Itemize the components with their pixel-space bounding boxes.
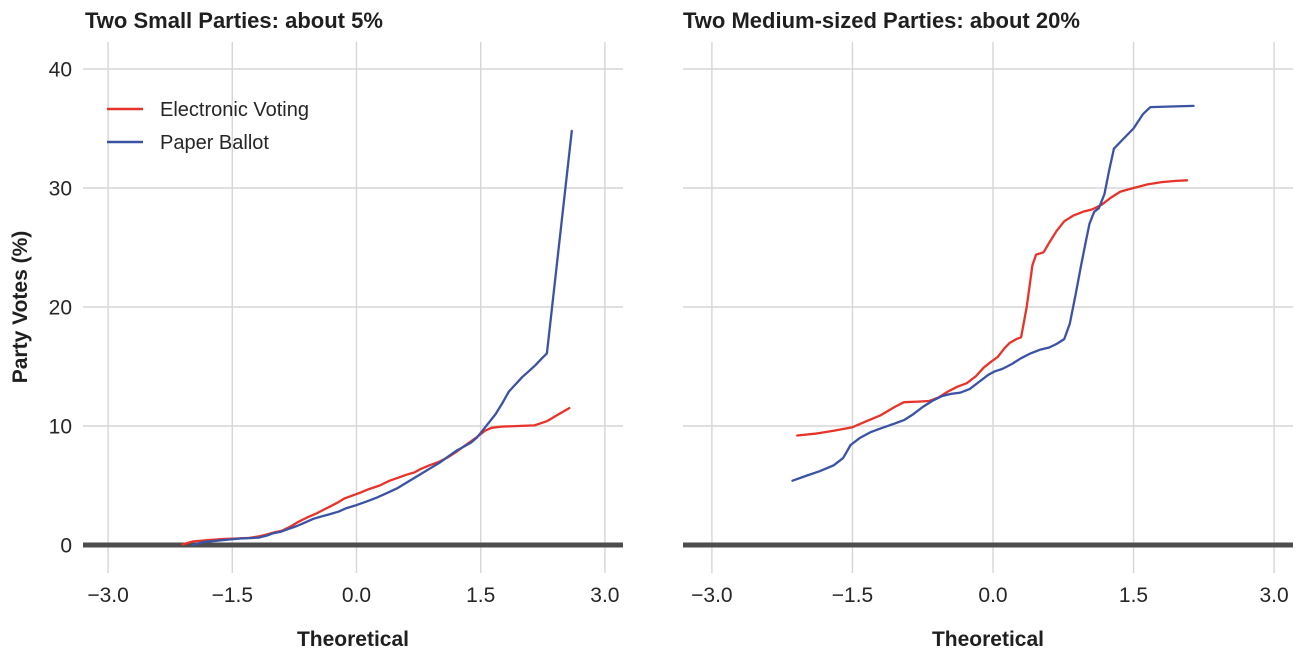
series-line-paper	[791, 104, 1195, 482]
left-panel-xtick-labels: −3.0 −1.5 0.0 1.5 3.0	[87, 584, 619, 607]
x-tick-label: −3.0	[87, 584, 128, 607]
x-tick-label: 0.0	[342, 584, 371, 607]
x-tick-label: 1.5	[1119, 584, 1148, 607]
left-panel-gridlines	[83, 42, 623, 573]
legend-label-paper-ballot: Paper Ballot	[160, 132, 269, 154]
x-tick-label: −1.5	[212, 584, 253, 607]
left-panel-series	[181, 129, 573, 547]
x-axis-title-left: Theoretical	[297, 628, 409, 651]
legend-item-electronic-voting: Electronic Voting	[107, 99, 309, 121]
series-line-paper	[191, 129, 573, 547]
legend-label-electronic-voting: Electronic Voting	[160, 99, 309, 121]
right-panel-series	[791, 104, 1195, 482]
series-line-electronic	[181, 406, 571, 546]
right-panel-title: Two Medium-sized Parties: about 20%	[683, 8, 1080, 33]
legend-item-paper-ballot: Paper Ballot	[107, 132, 269, 154]
x-tick-label: −1.5	[832, 584, 873, 607]
x-tick-label: 0.0	[978, 584, 1007, 607]
left-panel: −3.0 −1.5 0.0 1.5 3.0	[83, 42, 623, 607]
right-panel: −3.0 −1.5 0.0 1.5 3.0	[683, 42, 1293, 607]
series-line-electronic	[796, 179, 1189, 437]
y-tick-label: 0	[60, 535, 72, 558]
left-panel-title: Two Small Parties: about 5%	[85, 8, 383, 33]
y-tick-label: 40	[49, 59, 72, 82]
y-tick-label: 20	[49, 297, 72, 320]
x-tick-label: −3.0	[691, 584, 732, 607]
x-axis-title-right: Theoretical	[932, 628, 1044, 651]
y-tick-label: 10	[49, 416, 72, 439]
x-tick-label: 3.0	[590, 584, 619, 607]
right-panel-xtick-labels: −3.0 −1.5 0.0 1.5 3.0	[691, 584, 1289, 607]
y-tick-labels: 0 10 20 30 40	[49, 59, 72, 558]
legend: Electronic Voting Paper Ballot	[107, 99, 309, 154]
y-axis-title: Party Votes (%)	[9, 231, 32, 384]
x-tick-label: 3.0	[1259, 584, 1288, 607]
y-tick-label: 30	[49, 178, 72, 201]
right-panel-gridlines	[683, 42, 1293, 573]
x-tick-label: 1.5	[466, 584, 495, 607]
